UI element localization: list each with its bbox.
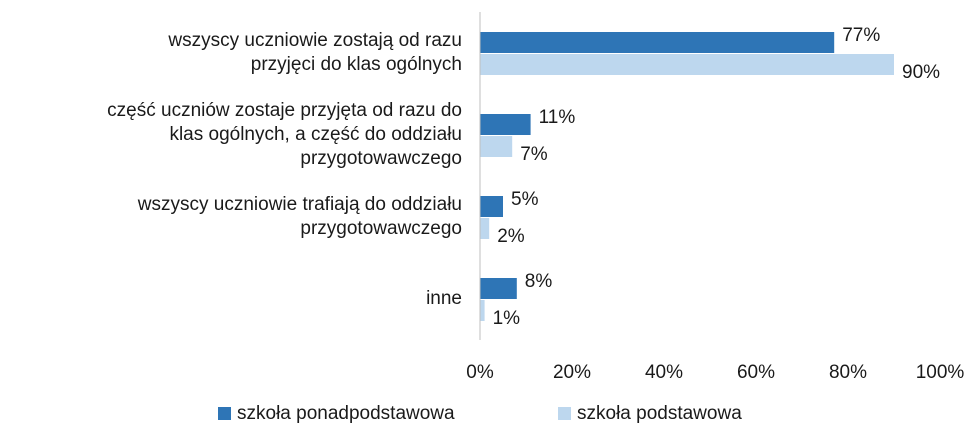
value-label: 11%: [539, 107, 576, 128]
x-tick-label: 40%: [645, 362, 683, 383]
value-label: 1%: [493, 308, 521, 329]
value-label: 8%: [525, 271, 553, 292]
category-label: wszyscy uczniowie trafiają do oddziału p…: [137, 194, 462, 239]
value-label: 5%: [511, 189, 539, 210]
bar: [480, 300, 485, 321]
x-tick-label: 20%: [553, 362, 591, 383]
legend-label: szkoła podstawowa: [577, 403, 742, 424]
value-label: 7%: [520, 144, 548, 165]
value-label: 77%: [842, 25, 880, 46]
bar: [480, 32, 835, 53]
x-tick-label: 60%: [737, 362, 775, 383]
bar: [480, 114, 531, 135]
bar: [480, 54, 894, 75]
value-label: 2%: [497, 226, 525, 247]
x-tick-label: 0%: [466, 362, 494, 383]
x-tick-label: 100%: [916, 362, 965, 383]
value-label: 90%: [902, 62, 940, 83]
legend-swatch: [558, 407, 571, 420]
bar: [480, 218, 490, 239]
legend-label: szkoła ponadpodstawowa: [237, 403, 455, 424]
bar: [480, 136, 513, 157]
category-label: inne: [426, 288, 462, 309]
category-label: część uczniów zostaje przyjęta od razu d…: [107, 100, 462, 169]
bar: [480, 196, 503, 217]
x-tick-label: 80%: [829, 362, 867, 383]
bar: [480, 278, 517, 299]
category-label: wszyscy uczniowie zostają od razu przyję…: [168, 30, 462, 75]
legend-swatch: [218, 407, 231, 420]
